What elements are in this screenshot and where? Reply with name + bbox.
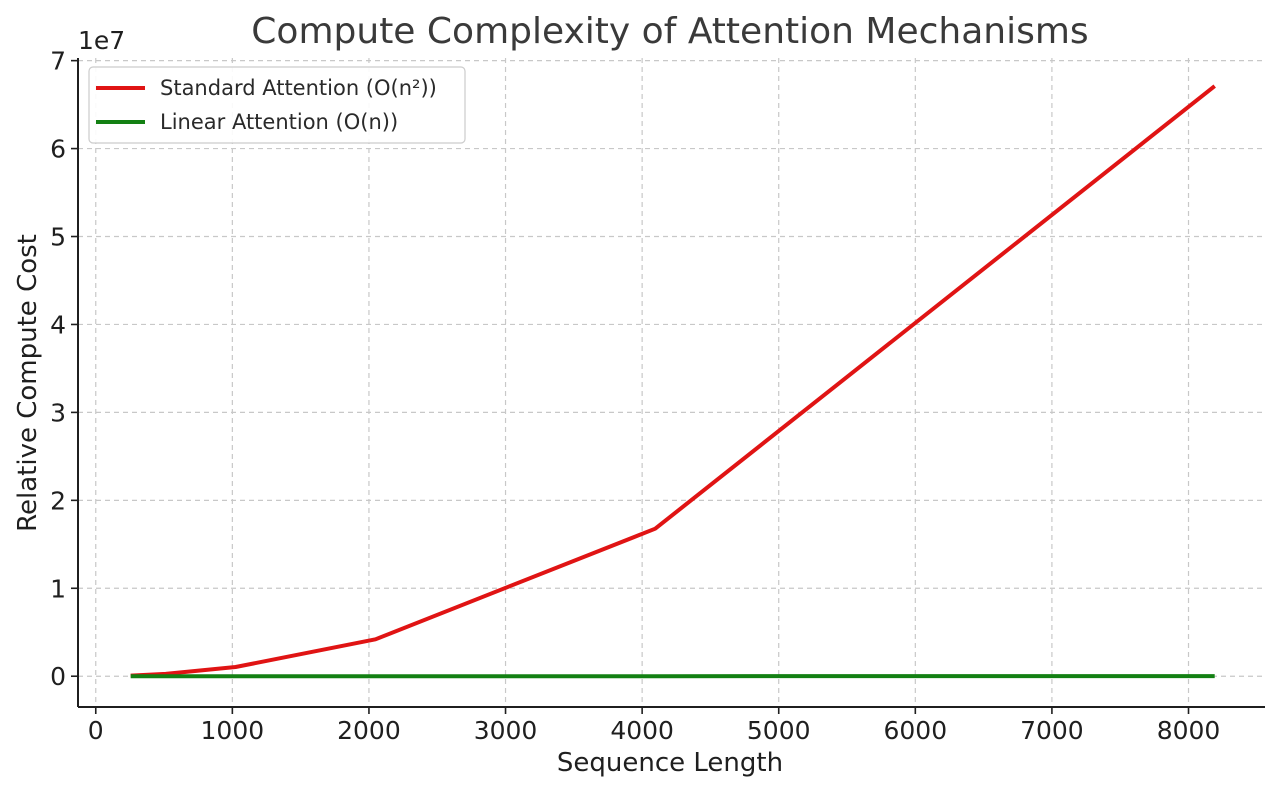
- x-tick-label: 3000: [474, 716, 538, 745]
- grid-lines: [78, 58, 1265, 707]
- axes: [71, 58, 1265, 714]
- x-tick-label: 1000: [201, 716, 265, 745]
- series-lines: [130, 84, 1216, 679]
- tick-labels: 0 1000 2000 3000 4000 5000 6000 7000 8000 0 1 2 3 4 5 6…: [50, 47, 1220, 745]
- series-line-standard-attention: [130, 84, 1216, 678]
- x-tick-label: 4000: [610, 716, 674, 745]
- y-tick-label: 3: [50, 398, 66, 427]
- x-tick-label: 2000: [337, 716, 401, 745]
- y-axis-offset-label: 1e7: [78, 26, 125, 55]
- legend-label-linear-attention: Linear Attention (O(n)): [160, 110, 398, 134]
- legend-label-standard-attention: Standard Attention (O(n²)): [160, 76, 437, 100]
- y-tick-label: 1: [50, 574, 66, 603]
- y-axis-label: Relative Compute Cost: [13, 234, 43, 532]
- x-tick-label: 8000: [1157, 716, 1221, 745]
- y-tick-label: 2: [50, 486, 66, 515]
- legend: Standard Attention (O(n²)) Linear Attent…: [88, 66, 466, 144]
- legend-box: [88, 66, 466, 144]
- x-tick-label: 6000: [884, 716, 948, 745]
- y-tick-label: 6: [50, 135, 66, 164]
- x-tick-label: 0: [88, 716, 104, 745]
- y-tick-label: 0: [50, 662, 66, 691]
- chart-title: Compute Complexity of Attention Mechanis…: [251, 11, 1088, 52]
- y-tick-label: 7: [50, 47, 66, 76]
- x-axis-label: Sequence Length: [557, 748, 783, 778]
- x-tick-label: 5000: [747, 716, 811, 745]
- x-tick-label: 7000: [1020, 716, 1084, 745]
- y-tick-label: 5: [50, 223, 66, 252]
- y-tick-label: 4: [50, 310, 66, 339]
